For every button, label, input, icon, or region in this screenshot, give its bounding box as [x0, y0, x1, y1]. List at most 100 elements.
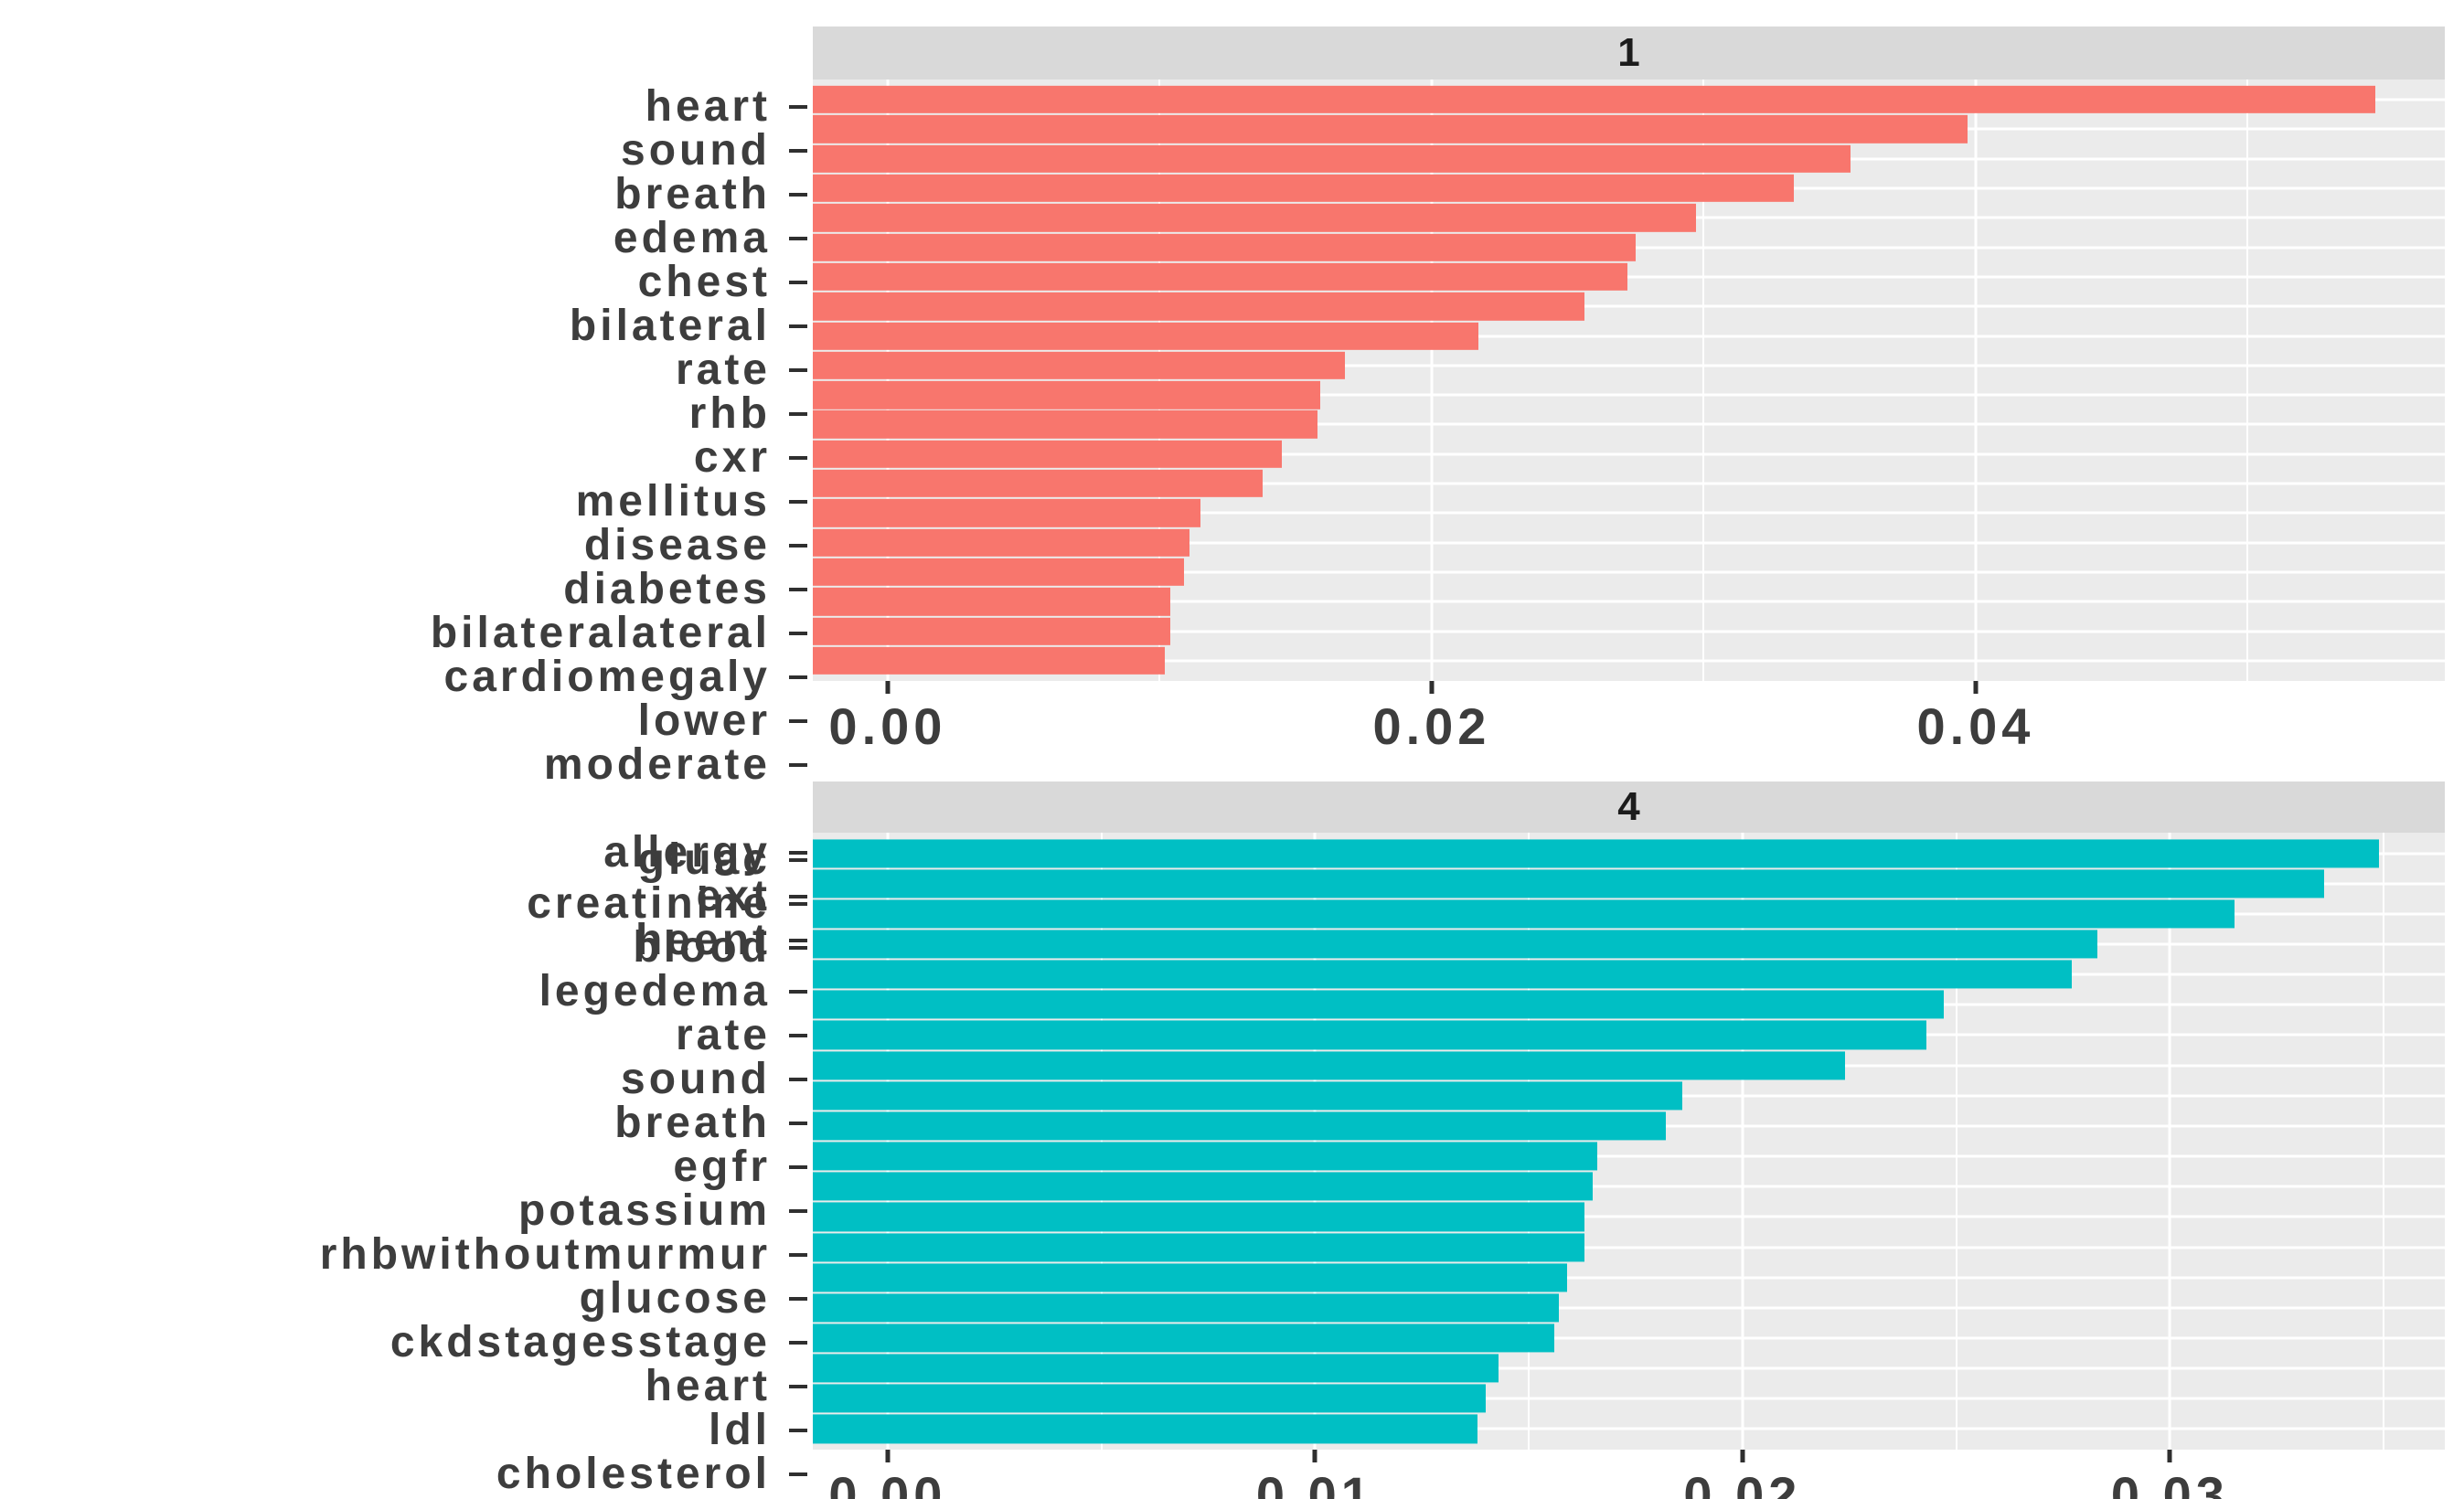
y-label-text: breath — [614, 1099, 771, 1147]
category-gridline — [813, 335, 2445, 338]
y-label-text: sound — [621, 126, 771, 175]
strip-left-spacer — [0, 27, 813, 80]
y-label-text: cxr — [693, 433, 771, 482]
y-label-ext: ext — [0, 875, 813, 919]
y-label-text: heent — [635, 916, 771, 964]
bar-row — [813, 587, 2445, 616]
bar-row — [813, 1172, 2445, 1202]
y-label-egfr: egfr — [0, 1145, 813, 1189]
x-axis: 0.00 0.01 0.02 0.03 — [813, 1450, 2445, 1499]
y-label-text: breath — [614, 170, 771, 218]
bar-row — [813, 1323, 2445, 1353]
y-label-text: ldl — [709, 1406, 771, 1454]
y-axis-tick-mark — [789, 588, 807, 591]
bar-potassium — [813, 1081, 1683, 1111]
y-axis-tick-mark — [789, 1297, 807, 1301]
bar-ldl — [813, 1232, 1584, 1262]
y-axis-tick-mark — [789, 858, 807, 862]
bar-edema — [813, 174, 1794, 203]
y-label-text: blood — [633, 923, 771, 972]
y-axis-tick-mark — [789, 193, 807, 197]
major-gridline — [1974, 80, 1978, 681]
facet-strip-4: 4 — [813, 781, 2445, 833]
y-axis-tick-mark — [789, 1429, 807, 1432]
y-label-rate: rate — [0, 1014, 813, 1058]
y-label-heart: heart — [0, 85, 813, 129]
bar-ckdstagesstage — [813, 1172, 1594, 1201]
minor-gridline — [1702, 80, 1705, 681]
bar-row — [813, 1020, 2445, 1050]
bar-row — [813, 440, 2445, 469]
y-axis-tick-mark — [789, 368, 807, 372]
y-axis-tick-mark — [789, 237, 807, 240]
axis-left-spacer — [0, 681, 813, 754]
y-axis-tick-mark — [789, 632, 807, 635]
y-label-text: gluac — [637, 835, 771, 884]
y-axis-tick-mark — [789, 902, 807, 906]
x-axis: 0.00 0.02 0.04 — [813, 681, 2445, 754]
minor-gridline — [2246, 80, 2249, 681]
y-label-text: moderate — [543, 740, 771, 789]
y-axis-tick-mark — [789, 763, 807, 767]
y-axis-tick-mark — [789, 675, 807, 679]
y-axis-tick-mark — [789, 1209, 807, 1213]
bar-row — [813, 144, 2445, 174]
bar-moderate — [813, 528, 1190, 557]
bar-ext — [813, 617, 1171, 645]
y-label-text: bun — [679, 1496, 771, 1499]
category-gridline — [813, 1427, 2445, 1430]
bar-row — [813, 1354, 2445, 1384]
y-axis-tick-mark — [789, 1385, 807, 1388]
x-axis-tick-mark — [885, 681, 891, 694]
major-gridline — [2168, 833, 2171, 1450]
y-label-breath: breath — [0, 1101, 813, 1145]
axis-left-spacer — [0, 1450, 813, 1499]
minor-gridline — [1158, 80, 1161, 681]
y-axis-labels: heart sound breath edema chest bilateral rate r… — [0, 80, 813, 962]
bar-chest — [813, 204, 1696, 232]
category-gridline — [813, 1397, 2445, 1400]
bar-allergy — [813, 588, 1171, 616]
bar-blood — [813, 899, 2235, 929]
y-label-bun: bun — [0, 1496, 813, 1499]
bar-sound — [813, 990, 1944, 1019]
y-label-text: creatinine — [527, 879, 771, 928]
facet-strip-label: 1 — [1617, 30, 1640, 75]
y-label-bilateralateral: bilateralateral — [0, 611, 813, 655]
bar-bilateralateral — [813, 440, 1283, 468]
bar-row — [813, 114, 2445, 144]
y-label-text: sound — [621, 1055, 771, 1103]
y-label-lower: lower — [0, 699, 813, 743]
y-label-sound: sound — [0, 1058, 813, 1101]
category-gridline — [813, 1276, 2445, 1280]
bar-heent — [813, 646, 1166, 675]
bar-legedema — [813, 930, 2097, 959]
bar-astgot — [813, 1354, 1499, 1383]
y-label-heent: heent — [0, 919, 813, 962]
bar-row — [813, 960, 2445, 990]
bar-sodium — [813, 1414, 1478, 1443]
y-label-bilateral: bilateral — [0, 304, 813, 348]
y-label-text: heart — [645, 82, 771, 131]
bar-row — [813, 1050, 2445, 1080]
bar-row — [813, 262, 2445, 292]
y-label-gluac: gluac — [0, 838, 813, 882]
y-label-text: rhbwithoutmurmur — [319, 1230, 771, 1279]
minor-gridline — [2383, 833, 2385, 1450]
strip-left-spacer — [0, 781, 813, 833]
bar-row — [813, 380, 2445, 409]
y-label-legedema: legedema — [0, 970, 813, 1014]
category-gridline — [813, 1215, 2445, 1218]
y-label-text: rate — [675, 1011, 771, 1059]
bar-rate — [813, 262, 1628, 292]
category-gridline — [813, 1246, 2445, 1249]
bar-rows — [813, 85, 2445, 675]
y-label-rhbwithoutmurmur: rhbwithoutmurmur — [0, 1233, 813, 1277]
facet-strip-label: 4 — [1617, 784, 1640, 829]
y-label-cxr: cxr — [0, 436, 813, 480]
y-label-ldl: ldl — [0, 1409, 813, 1452]
y-axis-tick-mark — [789, 1165, 807, 1169]
bar-gluac — [813, 838, 2380, 868]
x-axis-tick-mark — [1312, 1450, 1317, 1462]
y-label-text: ckdstagesstage — [389, 1318, 771, 1366]
